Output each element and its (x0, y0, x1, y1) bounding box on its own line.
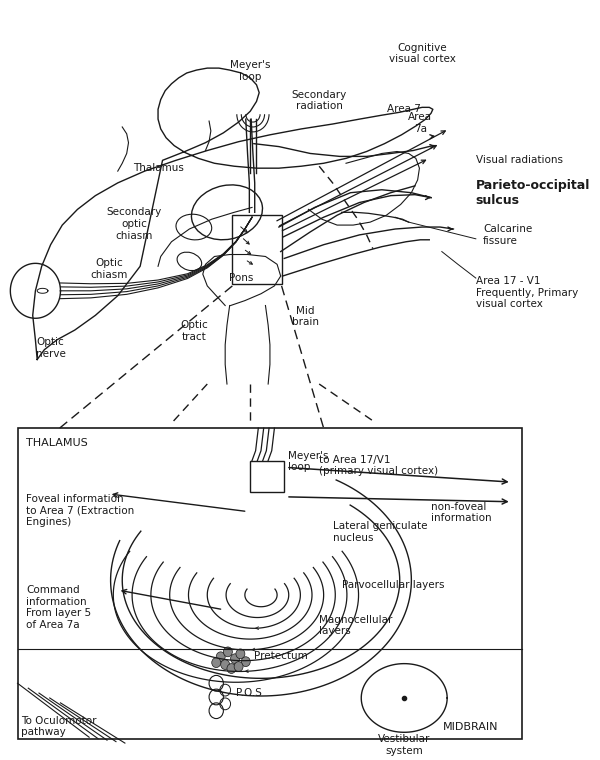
Text: Visual radiations: Visual radiations (476, 155, 563, 166)
Text: Cognitive
visual cortex: Cognitive visual cortex (389, 43, 455, 64)
Text: Parvocellular layers: Parvocellular layers (341, 580, 444, 591)
Text: Area 7: Area 7 (387, 104, 421, 114)
Bar (232, 215, 281, 284)
Text: Parieto-occipital
sulcus: Parieto-occipital sulcus (476, 179, 590, 207)
Text: Command
information
From layer 5
of Area 7a: Command information From layer 5 of Area… (26, 585, 92, 630)
Circle shape (236, 649, 245, 659)
Circle shape (241, 657, 250, 667)
Text: MIDBRAIN: MIDBRAIN (443, 722, 498, 733)
Text: To Oculomotor
pathway: To Oculomotor pathway (21, 716, 97, 737)
Text: Optic
chiasm: Optic chiasm (90, 258, 127, 280)
Circle shape (216, 652, 225, 662)
Text: Lateral geniculate
nucleus: Lateral geniculate nucleus (332, 521, 427, 543)
Text: THALAMUS: THALAMUS (26, 438, 88, 448)
Circle shape (223, 647, 232, 657)
Circle shape (234, 662, 243, 672)
Text: Thalamus: Thalamus (133, 163, 184, 173)
Circle shape (221, 660, 230, 670)
Text: Pons: Pons (229, 273, 253, 283)
Circle shape (227, 663, 236, 673)
Text: Secondary
optic
chiasm: Secondary optic chiasm (106, 207, 161, 241)
Circle shape (212, 657, 221, 667)
Circle shape (230, 654, 239, 663)
Text: Meyer's
loop: Meyer's loop (230, 60, 271, 82)
Text: Area
7a: Area 7a (409, 112, 433, 134)
Text: Optic
tract: Optic tract (180, 320, 208, 342)
Text: Secondary
radiation: Secondary radiation (292, 90, 347, 111)
Text: Foveal information
to Area 7 (Extraction
Engines): Foveal information to Area 7 (Extraction… (26, 494, 135, 527)
Text: Optic
nerve: Optic nerve (35, 337, 65, 359)
Text: Pretectum: Pretectum (254, 651, 308, 661)
Bar (17, 428, 523, 739)
Text: Area 17 - V1
Frequently, Primary
visual cortex: Area 17 - V1 Frequently, Primary visual … (476, 276, 578, 309)
Text: Meyer's
loop: Meyer's loop (288, 451, 328, 472)
Text: Mid
brain: Mid brain (292, 306, 319, 327)
Text: non-foveal
information: non-foveal information (431, 502, 491, 524)
Text: P.O.S: P.O.S (236, 688, 262, 698)
Text: Magnocellular
layers: Magnocellular layers (319, 615, 392, 636)
Text: Vestibular
system: Vestibular system (378, 734, 430, 756)
Text: Calcarine
fissure: Calcarine fissure (483, 224, 532, 245)
Text: to Area 17/V1
(primary visual cortex): to Area 17/V1 (primary visual cortex) (319, 454, 438, 477)
